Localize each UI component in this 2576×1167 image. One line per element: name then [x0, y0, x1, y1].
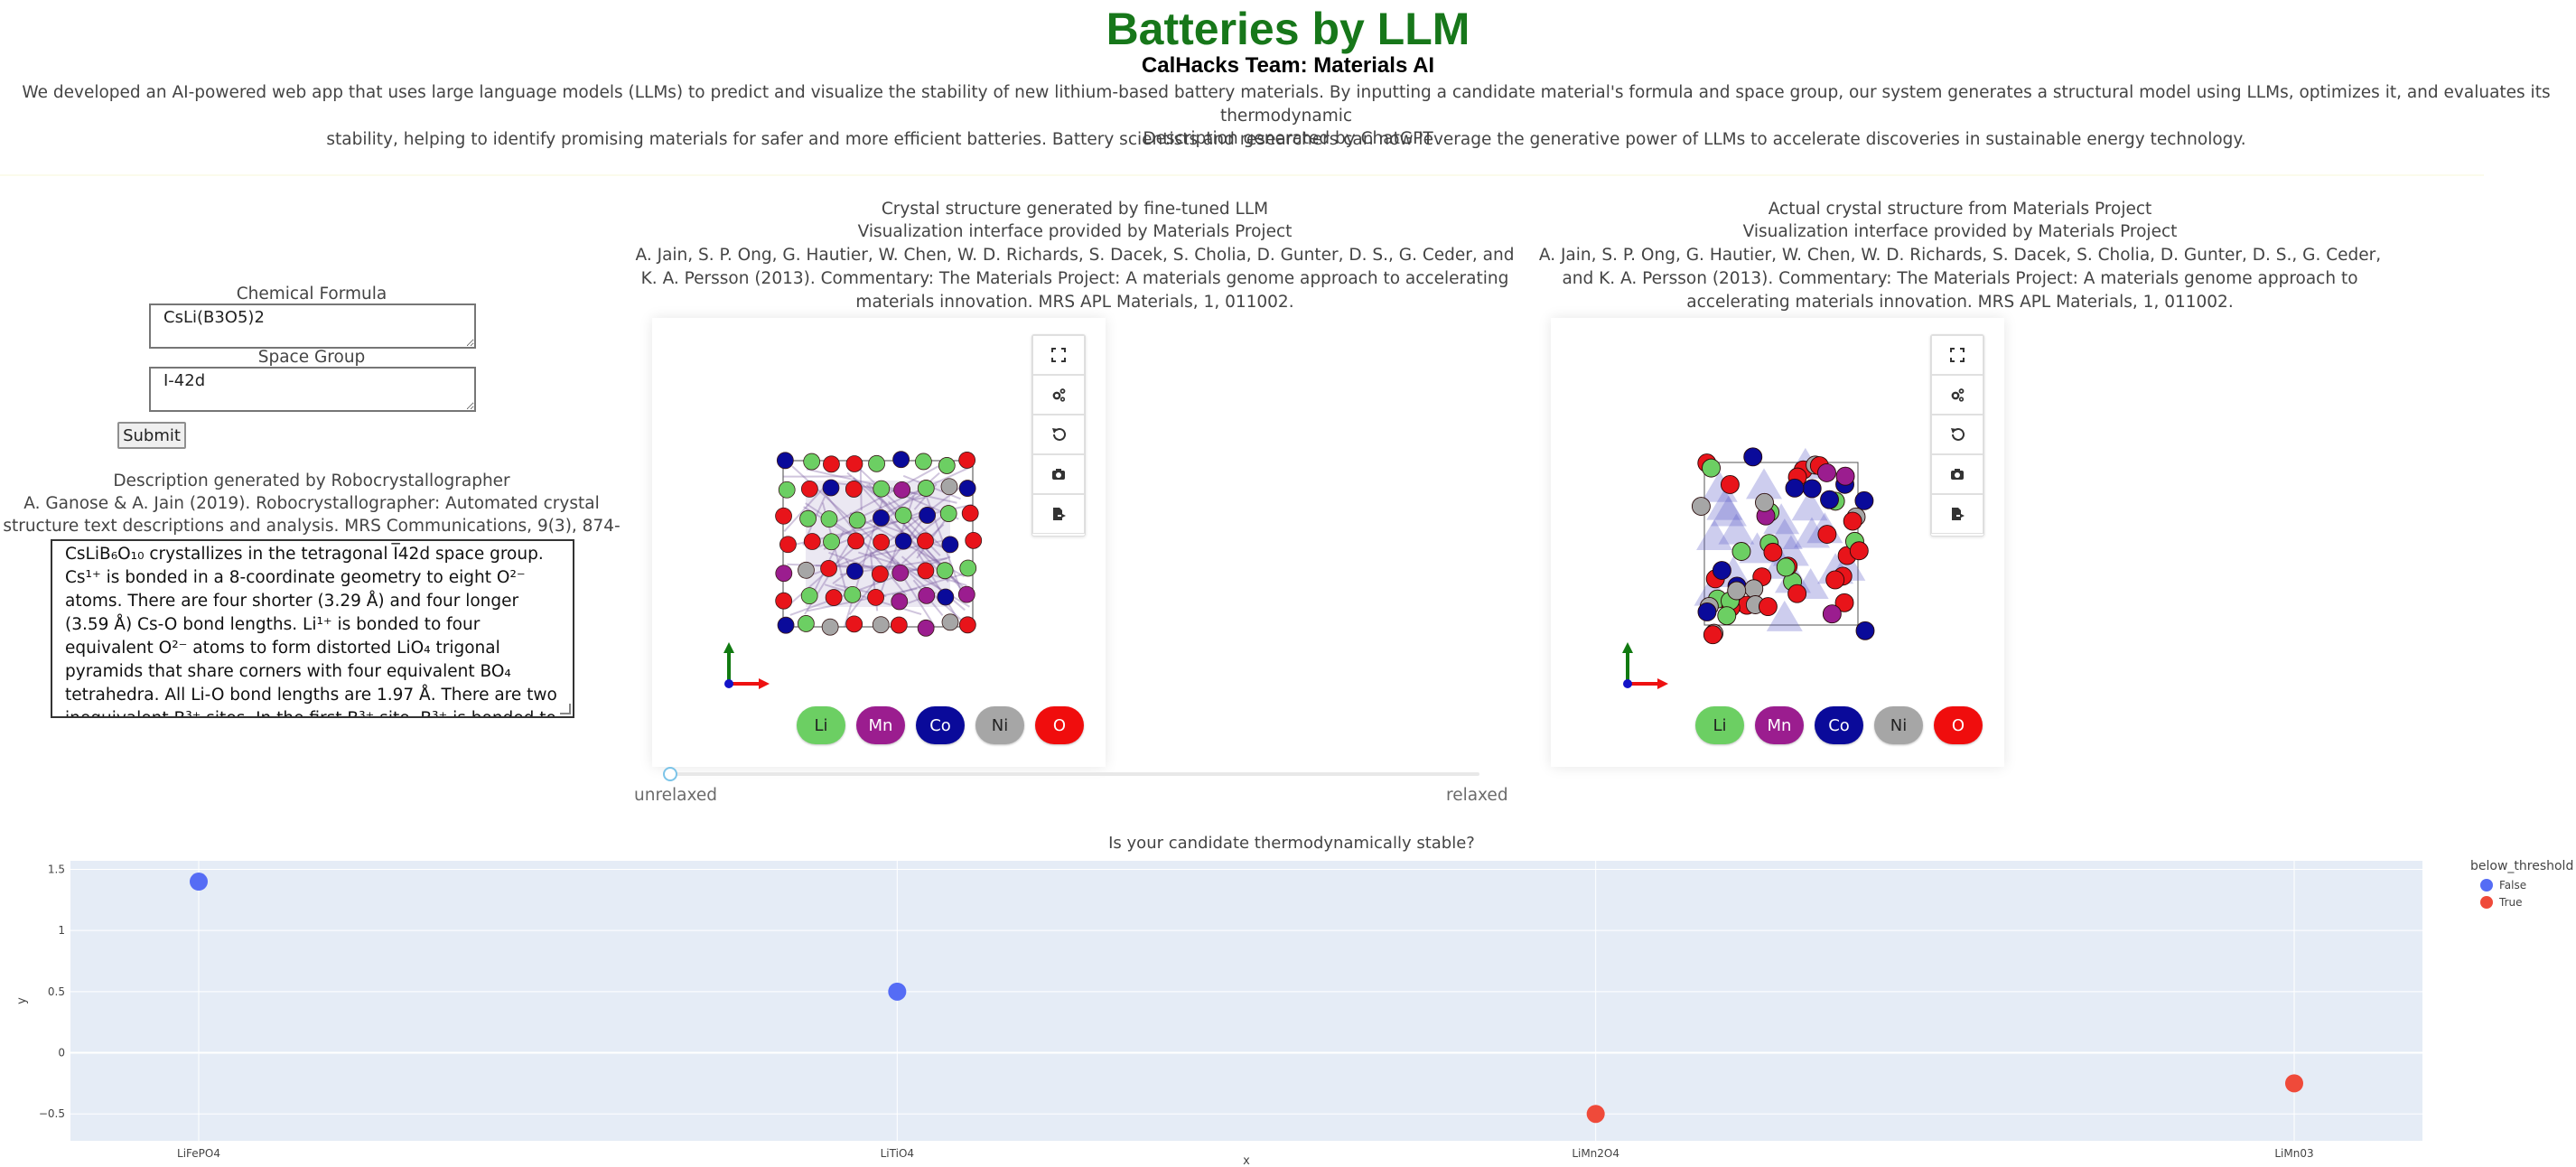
legend-element-ni[interactable]: Ni: [975, 706, 1024, 744]
chart-title: Is your candidate thermodynamically stab…: [1108, 836, 1475, 853]
reset-icon: [1052, 427, 1066, 441]
y-axis-label: y: [15, 997, 29, 1004]
generated-structure-viewer[interactable]: Li Mn Co Ni O: [652, 318, 1106, 767]
data-point-true[interactable]: [2285, 1074, 2303, 1093]
y-tick-label: −0.5: [39, 1107, 65, 1120]
generated-vis-credit: Visualization interface provided by Mate…: [857, 222, 1293, 241]
viewer-toolbar: [1930, 334, 1984, 537]
legend-element-o[interactable]: O: [1035, 706, 1084, 744]
relax-slider-track[interactable]: [668, 772, 1479, 776]
intro-credit: Description generated by ChatGPT: [1143, 129, 1433, 148]
fullscreen-icon: [1950, 348, 1965, 362]
legend-title: below_threshold: [2470, 859, 2573, 873]
legend-element-mn[interactable]: Mn: [1755, 706, 1804, 744]
actual-citation-3: accelerating materials innovation. MRS A…: [1686, 293, 2234, 312]
legend-element-ni[interactable]: Ni: [1874, 706, 1923, 744]
generated-citation-2: K. A. Persson (2013). Commentary: The Ma…: [640, 269, 1509, 288]
data-point-true[interactable]: [1586, 1105, 1605, 1124]
plot-area: [70, 861, 2422, 1141]
robocrys-citation-1: A. Ganose & A. Jain (2019). Robocrystall…: [23, 494, 600, 513]
generated-crystal-model[interactable]: [770, 444, 986, 643]
legend-element-mn[interactable]: Mn: [856, 706, 905, 744]
y-tick-label: 0: [58, 1047, 65, 1060]
export-button[interactable]: [1032, 494, 1085, 534]
settings-icon: [1951, 388, 1965, 402]
actual-crystal-model[interactable]: [1677, 435, 1885, 652]
actual-caption: Actual crystal structure from Materials …: [1768, 200, 2152, 219]
settings-icon: [1052, 388, 1066, 402]
spacegroup-label: Space Group: [257, 348, 366, 367]
submit-button[interactable]: Submit: [117, 422, 186, 449]
relax-slider-handle[interactable]: [663, 767, 677, 781]
camera-icon: [1951, 469, 1964, 480]
data-point-false[interactable]: [888, 982, 907, 1001]
export-icon: [1053, 508, 1066, 520]
y-tick-label: 0.5: [48, 985, 65, 998]
actual-citation-2: and K. A. Persson (2013). Commentary: Th…: [1562, 269, 2358, 288]
x-tick-label: LiTiO4: [881, 1147, 914, 1160]
x-tick-label: LiFePO4: [177, 1147, 220, 1160]
reset-button[interactable]: [1931, 415, 1983, 454]
reset-icon: [1951, 427, 1965, 441]
camera-icon: [1052, 469, 1065, 480]
legend-marker: [2480, 879, 2493, 892]
resize-grip-icon[interactable]: [560, 704, 571, 714]
formula-label: Chemical Formula: [236, 285, 387, 303]
legend-element-co[interactable]: Co: [1815, 706, 1863, 744]
x-tick-label: LiMn2O4: [1572, 1147, 1619, 1160]
robocrys-description-text: CsLiB₆O₁₀ crystallizes in the tetragonal…: [65, 545, 557, 716]
axes-gizmo-icon: [723, 642, 770, 689]
stability-chart[interactable]: Is your candidate thermodynamically stab…: [0, 836, 2576, 1167]
fullscreen-button[interactable]: [1032, 335, 1085, 375]
legend-element-li[interactable]: Li: [1695, 706, 1744, 744]
formula-input[interactable]: [149, 303, 476, 349]
generated-citation-3: materials innovation. MRS APL Materials,…: [855, 293, 1294, 312]
export-icon: [1952, 508, 1965, 520]
actual-citation-1: A. Jain, S. P. Ong, G. Hautier, W. Chen,…: [1538, 246, 2382, 265]
robocrys-description[interactable]: CsLiB₆O₁₀ crystallizes in the tetragonal…: [51, 539, 574, 718]
camera-button[interactable]: [1931, 454, 1983, 494]
intro-description: We developed an AI-powered web app that …: [0, 81, 2574, 152]
fullscreen-button[interactable]: [1931, 335, 1983, 375]
spacegroup-input[interactable]: [149, 367, 476, 412]
camera-button[interactable]: [1032, 454, 1085, 494]
data-point-false[interactable]: [190, 873, 208, 892]
settings-button[interactable]: [1931, 375, 1983, 415]
export-button[interactable]: [1931, 494, 1983, 534]
slider-label-unrelaxed: unrelaxed: [634, 786, 718, 805]
robocrys-title: Description generated by Robocrystallogr…: [113, 471, 510, 490]
generated-citation-1: A. Jain, S. P. Ong, G. Hautier, W. Chen,…: [635, 246, 1515, 265]
team-title: CalHacks Team: Materials AI: [1141, 53, 1435, 78]
x-tick-label: LiMn03: [2274, 1147, 2313, 1160]
app-title: Batteries by LLM: [1106, 4, 1470, 54]
axes-gizmo-icon: [1622, 642, 1668, 689]
x-axis-label: x: [1243, 1154, 1250, 1167]
y-tick-label: 1: [58, 924, 65, 937]
settings-button[interactable]: [1032, 375, 1085, 415]
divider: [0, 174, 2484, 176]
y-tick-label: 1.5: [48, 863, 65, 875]
legend-marker: [2480, 896, 2493, 909]
viewer-toolbar: [1031, 334, 1086, 537]
legend-element-li[interactable]: Li: [797, 706, 845, 744]
legend-label: True: [2498, 896, 2523, 909]
fullscreen-icon: [1051, 348, 1066, 362]
generated-caption: Crystal structure generated by fine-tune…: [881, 200, 1269, 219]
reset-button[interactable]: [1032, 415, 1085, 454]
intro-line-2: stability, helping to identify promising…: [326, 130, 2246, 149]
legend-element-co[interactable]: Co: [916, 706, 965, 744]
intro-line-1: We developed an AI-powered web app that …: [22, 83, 2551, 126]
actual-structure-viewer[interactable]: Li Mn Co Ni O: [1551, 318, 2004, 767]
legend-label: False: [2499, 879, 2526, 892]
legend-element-o[interactable]: O: [1934, 706, 1983, 744]
slider-label-relaxed: relaxed: [1446, 786, 1508, 805]
actual-vis-credit: Visualization interface provided by Mate…: [1742, 222, 2178, 241]
